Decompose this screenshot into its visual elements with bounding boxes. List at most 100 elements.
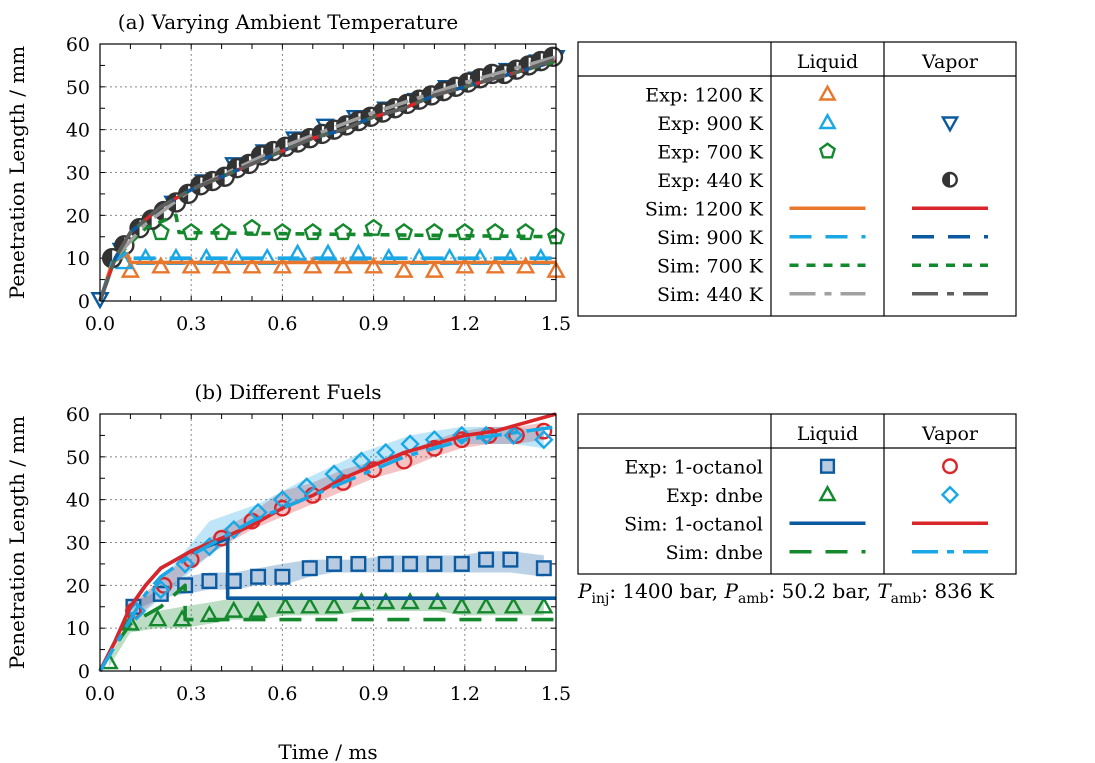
data-point	[175, 554, 195, 574]
data-point	[394, 222, 414, 241]
legend-marker	[940, 485, 960, 504]
plot-frame	[99, 413, 557, 672]
y-tick-label: 50	[66, 77, 90, 99]
y-tick-label: 20	[66, 575, 90, 597]
legend-header-vapor: Vapor	[921, 51, 979, 73]
y-axis-label: Penetration Length / mm	[5, 46, 29, 299]
series-line	[98, 412, 557, 672]
legend-a: Liquid Vapor Exp: 1200 K Exp: 900 K Exp: 700…	[577, 41, 1017, 317]
x-tick-label: 0.6	[267, 683, 297, 705]
data-point	[273, 222, 292, 241]
legend-row-label: Exp: dnbe	[666, 485, 763, 507]
x-tick-label: 1.5	[541, 683, 571, 705]
x-tick-label: 1.2	[450, 683, 480, 705]
legend-row-label: Sim: 700 K	[657, 255, 764, 277]
x-tick-label: 0.0	[85, 313, 115, 335]
data-point	[201, 573, 218, 590]
data-point	[425, 439, 443, 457]
legend-b: Liquid Vapor Exp: 1-octanol Exp: dnbe Sim: 1…	[577, 413, 1017, 575]
series-line	[98, 247, 556, 302]
data-point	[476, 596, 496, 614]
data-point	[503, 425, 524, 446]
data-point	[426, 555, 443, 572]
data-point	[351, 592, 372, 610]
legend-row-label: Exp: 900 K	[657, 113, 763, 135]
data-point	[455, 222, 474, 241]
data-point	[303, 222, 322, 241]
legend-row-label: Sim: 440 K	[657, 284, 764, 306]
data-point	[211, 256, 232, 274]
legend-marker	[942, 171, 958, 188]
panel-a: 0.0 0.3 0.6 0.9 1.2 1.5 0 10 20 30 40 50 60 (a) Varyi…	[5, 10, 571, 335]
legend-row-label: Sim: 1200 K	[645, 198, 764, 220]
y-tick-label: 0	[78, 661, 90, 683]
data-point	[376, 592, 396, 610]
uncertainty-band	[133, 422, 544, 620]
x-tick-label: 0.6	[267, 313, 297, 335]
legend-header-liquid: Liquid	[797, 423, 858, 445]
conditions-note: Pinj: 1400 bar, Pamb: 50.2 bar, Tamb: 83…	[577, 579, 995, 607]
data-point	[334, 222, 353, 241]
data-point	[535, 560, 552, 577]
data-point	[402, 555, 419, 572]
legend-row-label: Exp: 440 K	[657, 170, 763, 192]
data-point	[303, 256, 323, 274]
series-line	[98, 583, 556, 672]
y-tick-label: 60	[66, 404, 90, 426]
data-point	[350, 555, 367, 572]
plot-area	[90, 46, 566, 310]
legend-marker	[942, 458, 958, 475]
data-point	[400, 592, 420, 610]
data-point	[516, 222, 535, 241]
data-point	[377, 555, 394, 572]
data-point	[120, 260, 141, 278]
series-line	[98, 252, 556, 302]
data-point	[486, 222, 505, 241]
data-point	[478, 551, 495, 568]
data-point	[503, 596, 524, 614]
y-axis-label: Penetration Length / mm	[5, 416, 29, 669]
series-line	[98, 57, 557, 302]
data-point	[151, 579, 171, 600]
data-point	[181, 256, 201, 274]
data-point	[515, 256, 536, 274]
data-point	[453, 555, 470, 572]
data-point	[363, 256, 384, 274]
data-point	[301, 560, 318, 577]
data-point	[455, 256, 475, 274]
data-point	[452, 425, 472, 446]
data-point	[333, 256, 353, 274]
data-point	[364, 218, 383, 236]
data-point	[324, 596, 344, 614]
data-point	[148, 609, 168, 627]
x-tick-label: 0.9	[358, 313, 388, 335]
x-tick-label: 0.9	[358, 683, 388, 705]
data-point	[326, 555, 343, 572]
y-tick-label: 50	[66, 447, 90, 469]
y-tick-label: 20	[66, 205, 90, 227]
data-point	[300, 596, 320, 614]
x-tick-label: 1.5	[541, 313, 571, 335]
data-point	[275, 596, 296, 614]
panel-b: 0.0 0.3 0.6 0.9 1.2 1.5 0 10 20 30 40 50 60 (b) Diffe…	[5, 380, 571, 763]
y-tick-label: 10	[66, 618, 90, 640]
y-tick-label: 0	[78, 291, 90, 313]
y-tick-label: 40	[66, 490, 90, 512]
data-point	[502, 551, 519, 568]
data-point	[485, 256, 505, 274]
legend-row-label: Exp: 700 K	[657, 141, 763, 163]
uncertainty-band	[136, 426, 544, 620]
series-line	[98, 59, 557, 302]
x-tick-label: 0.0	[85, 683, 115, 705]
data-point	[452, 596, 472, 614]
plot-frame	[99, 43, 557, 302]
data-point	[242, 256, 262, 274]
plot-area	[98, 412, 557, 672]
data-point	[224, 600, 244, 618]
legend-row-label: Sim: 900 K	[657, 227, 764, 249]
legend-marker	[818, 84, 837, 101]
data-point	[250, 568, 267, 585]
legend-row-label: Sim: dnbe	[666, 542, 763, 564]
data-point	[248, 600, 268, 618]
